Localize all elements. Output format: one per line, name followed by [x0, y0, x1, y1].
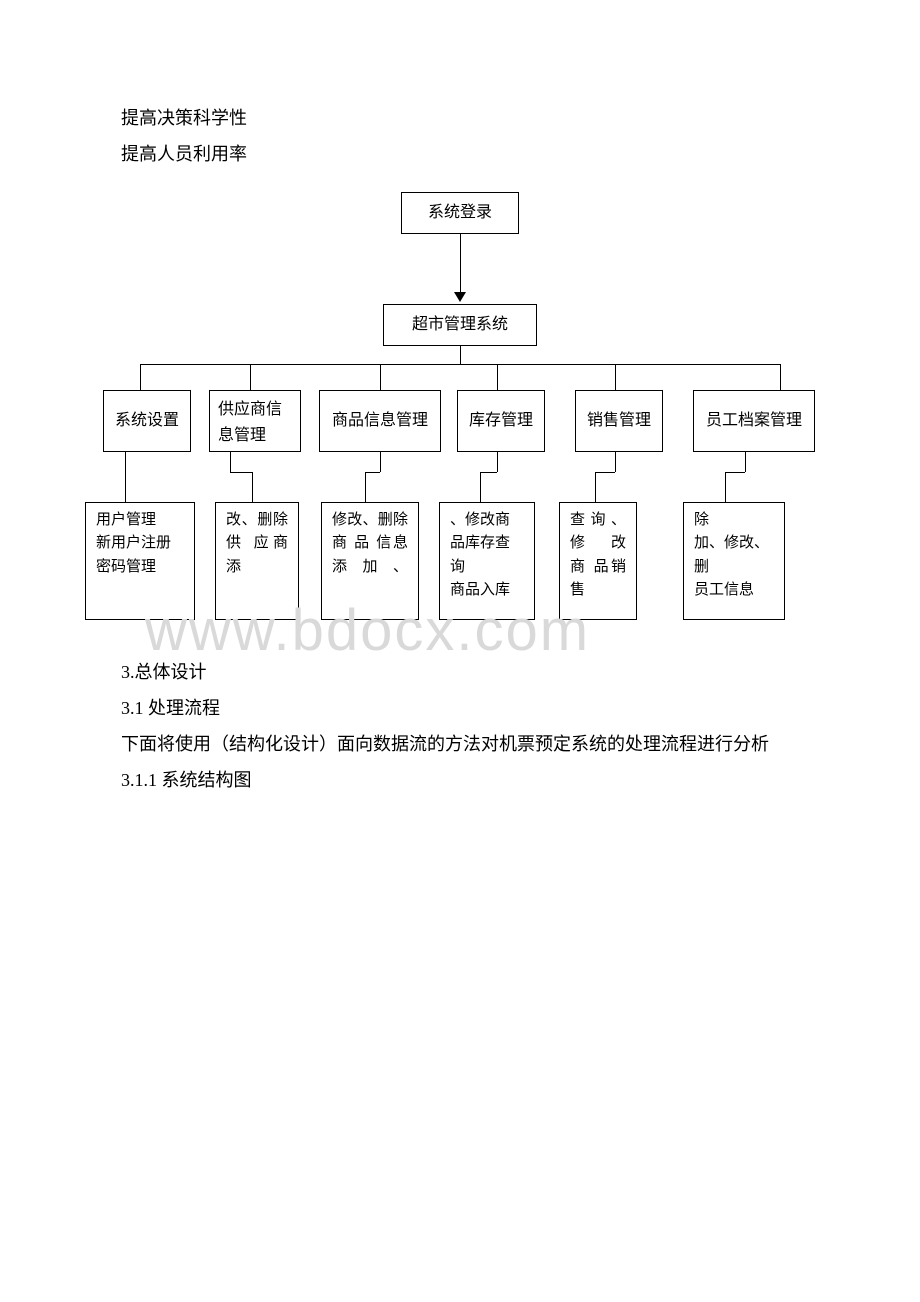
node-module-3: 商品信息管理: [319, 390, 441, 452]
node-sub-5: 查询、修改 商 品销 售: [559, 502, 637, 620]
edge-m4-sub-a: [497, 452, 498, 472]
node-module-6-label: 员工档案管理: [706, 408, 802, 434]
page: 提高决策科学性 提高人员利用率 系统登录 超市管理系统 系统设置 供应商信息管理: [0, 0, 920, 798]
heading-3: 3.总体设计: [85, 654, 835, 690]
node-module-3-label: 商品信息管理: [332, 408, 428, 434]
edge-m3-sub-c: [365, 472, 366, 502]
edge-bus: [140, 364, 780, 365]
edge-m3-sub-b: [365, 472, 380, 473]
node-sub-4-label: 、修改商品库存查询 商品入库: [450, 512, 510, 598]
edge-m6-sub-a: [745, 452, 746, 472]
node-sub-3-label: 修改、删除 商 品 信息添加、: [332, 512, 408, 575]
arrowhead-login-to-system: [454, 292, 466, 302]
node-module-4: 库存管理: [457, 390, 545, 452]
node-sub-2-label: 改、删除 供 应商 添: [226, 512, 288, 575]
edge-m6-sub-b: [725, 472, 745, 473]
node-module-6: 员工档案管理: [693, 390, 815, 452]
edge-bus-m2: [250, 364, 251, 390]
node-sub-5-label: 查询、修改 商 品销 售: [570, 512, 626, 598]
edge-m1-sub: [125, 452, 126, 502]
edge-bus-m3: [380, 364, 381, 390]
node-module-2-label: 供应商信息管理: [218, 401, 282, 444]
edge-bus-m1: [140, 364, 141, 390]
edge-bus-m6: [780, 364, 781, 390]
node-system: 超市管理系统: [383, 304, 537, 346]
edge-m5-sub-c: [595, 472, 596, 502]
node-module-5: 销售管理: [575, 390, 663, 452]
system-diagram: 系统登录 超市管理系统 系统设置 供应商信息管理 商品信息管理: [85, 182, 835, 642]
edge-bus-m5: [615, 364, 616, 390]
node-sub-3: 修改、删除 商 品 信息添加、: [321, 502, 419, 620]
heading-3-1: 3.1 处理流程: [85, 690, 835, 726]
edge-m4-sub-c: [480, 472, 481, 502]
node-sub-4: 、修改商品库存查询 商品入库: [439, 502, 535, 620]
edge-m2-sub-a: [230, 452, 231, 472]
intro-line-1: 提高决策科学性: [85, 100, 835, 136]
edge-login-to-system: [460, 234, 461, 294]
node-system-label: 超市管理系统: [412, 312, 508, 338]
node-sub-2: 改、删除 供 应商 添: [215, 502, 299, 620]
para-3-1-body: 下面将使用（结构化设计）面向数据流的方法对机票预定系统的处理流程进行分析: [85, 726, 835, 762]
node-sub-6-label: 除 加、修改、删 员工信息: [694, 512, 769, 598]
edge-m5-sub-a: [615, 452, 616, 472]
heading-3-1-1: 3.1.1 系统结构图: [85, 762, 835, 798]
node-sub-6: 除 加、修改、删 员工信息: [683, 502, 785, 620]
node-module-2: 供应商信息管理: [209, 390, 301, 452]
edge-m2-sub-b: [230, 472, 252, 473]
node-module-5-label: 销售管理: [587, 408, 651, 434]
edge-m3-sub-a: [380, 452, 381, 472]
edge-m5-sub-b: [595, 472, 615, 473]
edge-bus-m4: [497, 364, 498, 390]
node-sub-1: 用户管理 新用户注册 密码管理: [85, 502, 195, 620]
node-login-label: 系统登录: [428, 200, 492, 226]
node-login: 系统登录: [401, 192, 519, 234]
node-module-1: 系统设置: [103, 390, 191, 452]
node-module-1-label: 系统设置: [115, 408, 179, 434]
edge-m4-sub-b: [480, 472, 497, 473]
node-sub-1-label: 用户管理 新用户注册 密码管理: [96, 512, 171, 575]
edge-m2-sub-c: [252, 472, 253, 502]
edge-m6-sub-c: [725, 472, 726, 502]
node-module-4-label: 库存管理: [469, 408, 533, 434]
edge-system-down: [460, 346, 461, 364]
intro-line-2: 提高人员利用率: [85, 136, 835, 172]
